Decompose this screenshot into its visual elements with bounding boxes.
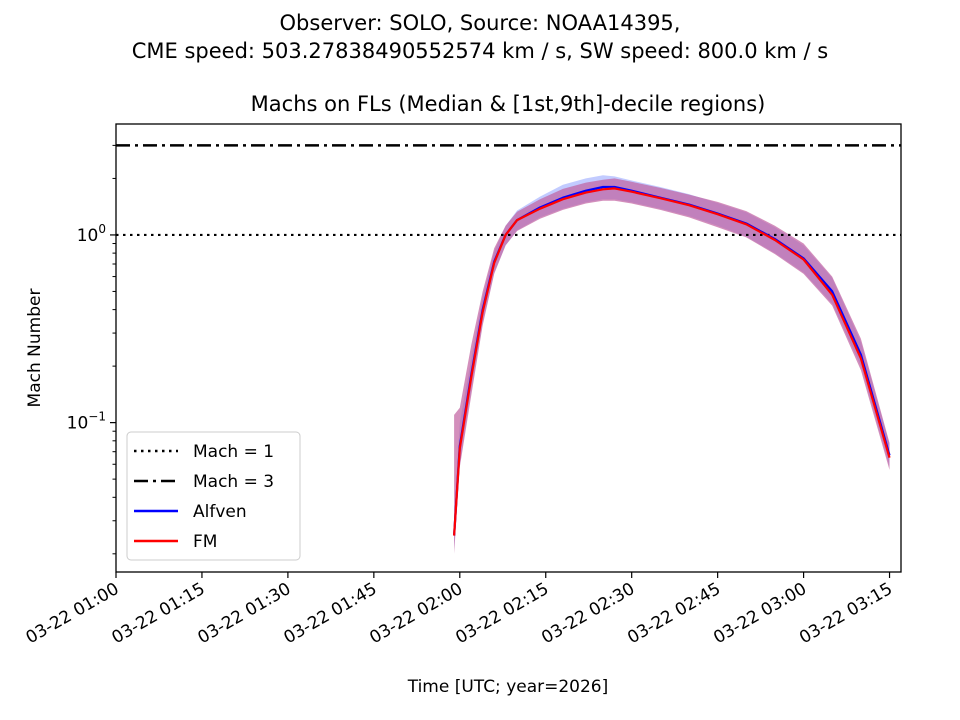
legend-label: Mach = 1 <box>193 442 274 462</box>
x-tick-label: 03-22 02:00 <box>366 579 466 648</box>
x-tick-label: 03-22 01:00 <box>23 579 123 648</box>
legend: Mach = 1 Mach = 3 Alfven FM <box>126 431 301 561</box>
x-tick-label: 03-22 02:30 <box>538 579 638 648</box>
chart-title: Machs on FLs (Median & [1st,9th]-decile … <box>251 92 766 116</box>
plot-area-frame <box>115 123 902 573</box>
x-tick-label: 03-22 03:15 <box>796 579 896 648</box>
x-tick-label: 03-22 01:15 <box>109 579 209 648</box>
alfven-median-line <box>453 185 891 536</box>
x-axis-label: Time [UTC; year=2026] <box>407 677 609 697</box>
x-tick-label: 03-22 01:45 <box>280 579 380 648</box>
y-tick-label: 100 <box>77 222 106 246</box>
suptitle-line-2: CME speed: 503.27838490552574 km / s, SW… <box>131 39 829 63</box>
legend-label: Alfven <box>193 502 247 522</box>
suptitle-line-1: Observer: SOLO, Source: NOAA14395, <box>279 11 681 35</box>
y-axis-label: Mach Number <box>25 289 45 408</box>
x-tick-label: 03-22 02:45 <box>624 579 724 648</box>
fm-median-line <box>453 187 891 536</box>
legend-label: Mach = 3 <box>193 472 274 492</box>
x-tick-label: 03-22 02:15 <box>452 579 552 648</box>
x-tick-label: 03-22 03:00 <box>710 579 810 648</box>
x-tick-label: 03-22 01:30 <box>195 579 295 648</box>
alfven-decile-band <box>454 175 890 550</box>
legend-box <box>126 431 301 561</box>
y-tick-label: 10−1 <box>67 410 106 434</box>
legend-label: FM <box>193 532 217 552</box>
